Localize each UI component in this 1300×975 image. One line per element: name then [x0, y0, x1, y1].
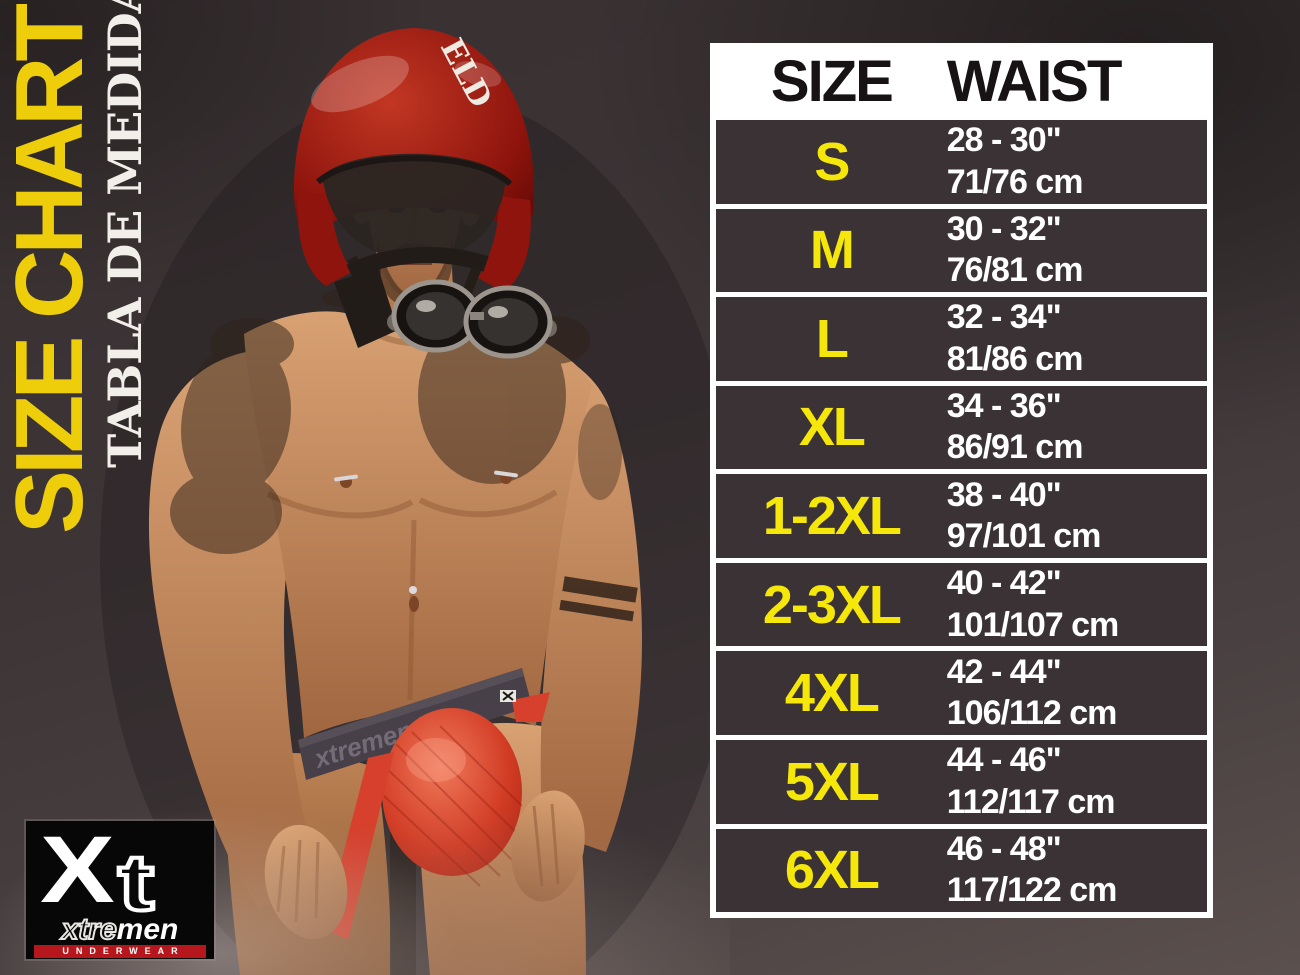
- logo-x-monogram: X: [40, 817, 115, 923]
- model-photo: xtremen X: [100, 28, 710, 975]
- page-title: SIZE CHART: [0, 8, 103, 534]
- waist-cell: 38 - 40" 97/101 cm: [947, 475, 1207, 558]
- helmet: ELD: [293, 28, 535, 308]
- logo-wordmark: xtremen: [34, 913, 206, 946]
- table-header-row: SIZE WAIST: [716, 49, 1207, 115]
- size-cell: L: [815, 308, 849, 369]
- waist-cell: 28 - 30" 71/76 cm: [947, 120, 1207, 203]
- waist-cm: 112/117 cm: [946, 782, 1116, 821]
- waist-inches: 46 - 48": [946, 829, 1062, 868]
- table-row: 6XL 46 - 48" 117/122 cm: [716, 823, 1207, 913]
- size-cell: M: [809, 220, 855, 281]
- jock-tag: [500, 690, 516, 702]
- logo-wordmark-solid: men: [116, 913, 179, 946]
- size-cell: 6XL: [784, 840, 880, 901]
- size-cell: 5XL: [784, 751, 880, 812]
- waist-cm: 76/81 cm: [946, 251, 1084, 290]
- waist-cell: 46 - 48" 117/122 cm: [947, 829, 1207, 912]
- forearm-band-tattoos: [559, 576, 638, 622]
- waist-cell: 42 - 44" 106/112 cm: [947, 652, 1207, 735]
- table-row: M 30 - 32" 76/81 cm: [716, 203, 1207, 293]
- size-cell: 2-3XL: [762, 574, 902, 635]
- waist-cell: 32 - 34" 81/86 cm: [947, 297, 1207, 380]
- waist-cell: 40 - 42" 101/107 cm: [947, 563, 1207, 646]
- logo-t-monogram: t: [115, 838, 156, 927]
- logo-wordmark-outline: xtre: [61, 913, 118, 946]
- waist-cm: 81/86 cm: [946, 339, 1084, 378]
- waist-inches: 34 - 36": [946, 387, 1062, 425]
- size-cell: XL: [798, 397, 866, 458]
- waist-cell: 44 - 46" 112/117 cm: [947, 740, 1207, 823]
- table-row: XL 34 - 36" 86/91 cm: [716, 380, 1207, 470]
- size-cell: 4XL: [784, 663, 880, 724]
- jockstrap-pouch: [382, 708, 523, 887]
- size-table: SIZE WAIST S 28 - 30" 71/76 cm M 30 - 32…: [710, 43, 1213, 918]
- waist-inches: 28 - 30": [946, 121, 1062, 160]
- waist-inches: 44 - 46": [946, 741, 1062, 780]
- goggles: [334, 246, 557, 359]
- waist-cm: 86/91 cm: [946, 428, 1084, 467]
- size-cell: S: [814, 131, 850, 192]
- table-row: 2-3XL 40 - 42" 101/107 cm: [716, 557, 1207, 647]
- tattoos: [170, 288, 622, 554]
- waist-inches: 38 - 40": [946, 475, 1062, 514]
- size-cell: 1-2XL: [762, 486, 902, 547]
- brand-logo: X t xtremen UNDERWEAR: [26, 821, 214, 959]
- waist-cell: 34 - 36" 86/91 cm: [947, 386, 1207, 469]
- logo-underwear-banner: UNDERWEAR: [34, 945, 206, 958]
- table-row: 4XL 42 - 44" 106/112 cm: [716, 646, 1207, 735]
- waist-inches: 32 - 34": [946, 298, 1062, 337]
- table-row: 5XL 44 - 46" 112/117 cm: [716, 734, 1207, 824]
- waist-cm: 117/122 cm: [946, 871, 1118, 910]
- waist-inches: 40 - 42": [946, 564, 1062, 603]
- waist-cm: 97/101 cm: [946, 517, 1102, 556]
- waist-cm: 101/107 cm: [946, 605, 1120, 644]
- waist-cm: 106/112 cm: [946, 694, 1118, 733]
- waist-cell: 30 - 32" 76/81 cm: [947, 209, 1207, 292]
- table-row: L 32 - 34" 81/86 cm: [716, 292, 1207, 381]
- table-row: S 28 - 30" 71/76 cm: [716, 115, 1207, 204]
- piercings: [334, 470, 518, 612]
- waist-inches: 30 - 32": [946, 209, 1062, 248]
- table-row: 1-2XL 38 - 40" 97/101 cm: [716, 469, 1207, 558]
- col-header-size: SIZE: [770, 49, 894, 114]
- model-hands: [264, 790, 585, 940]
- waist-cm: 71/76 cm: [946, 162, 1084, 201]
- page-subtitle: TABLA DE MEDIDAS: [98, 0, 152, 468]
- col-header-waist: WAIST: [946, 49, 1123, 114]
- waist-inches: 42 - 44": [946, 652, 1062, 691]
